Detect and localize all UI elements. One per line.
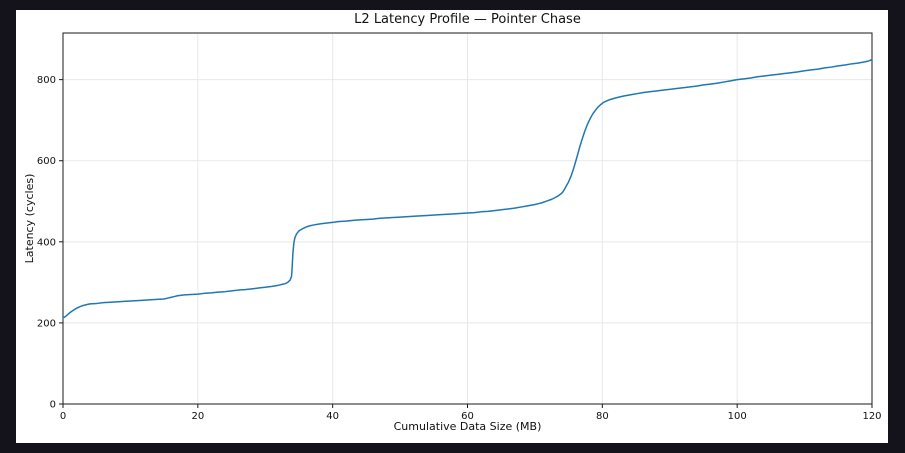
x-tick-label: 60 [461, 411, 474, 422]
chart-title: L2 Latency Profile — Pointer Chase [354, 12, 581, 27]
matplotlib-figure: L2 Latency Profile — Pointer Chase Laten… [16, 10, 888, 443]
latency-line-chart: 0 20 40 60 80 100 120 0 200 400 600 800 [37, 32, 882, 422]
x-tick-label: 120 [862, 411, 881, 422]
x-tick-label: 100 [728, 411, 747, 422]
x-tick-label: 20 [191, 411, 204, 422]
x-axis-label: Cumulative Data Size (MB) [393, 420, 542, 433]
y-tick-label: 600 [37, 156, 56, 167]
latency-series-line [62, 58, 873, 319]
x-tick-label: 40 [326, 411, 339, 422]
x-tick-label: 80 [596, 411, 609, 422]
y-tick-label: 400 [37, 237, 56, 248]
y-tick-label: 800 [37, 75, 56, 86]
x-tick-label: 0 [60, 411, 66, 422]
y-tick-label: 0 [50, 400, 56, 411]
y-tick-label: 200 [37, 318, 56, 329]
